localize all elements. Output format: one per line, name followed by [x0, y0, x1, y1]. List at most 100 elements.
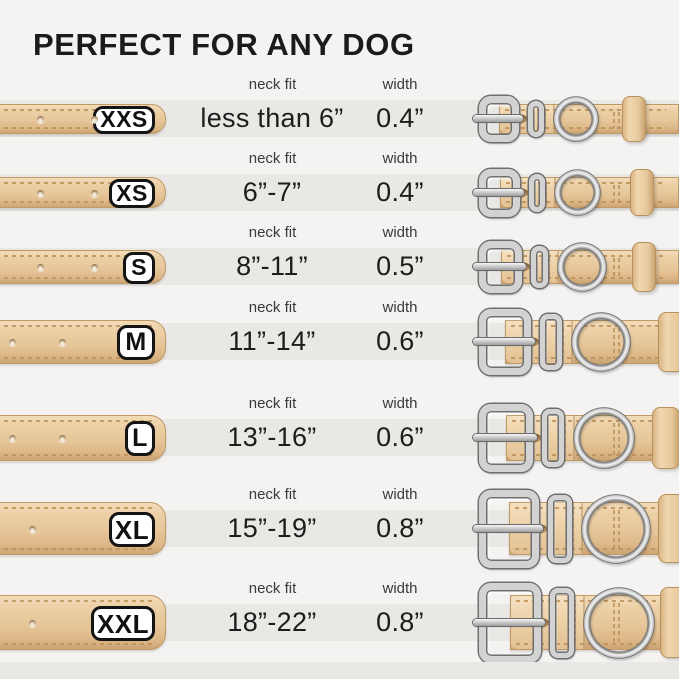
- collar-strap-left: XL: [0, 502, 166, 555]
- width-header: width: [382, 486, 418, 503]
- collar-row: neck fit width 13”-16” 0.6” L: [0, 393, 679, 523]
- width-value: 0.5”: [376, 251, 424, 281]
- stitch-line: [4, 324, 153, 327]
- width-header: width: [382, 150, 418, 167]
- collar-strap-left: XS: [0, 177, 166, 208]
- width-value: 0.8”: [376, 513, 424, 543]
- metal-keeper: [548, 494, 572, 563]
- width-header: width: [382, 580, 418, 597]
- size-badge: S: [123, 251, 155, 284]
- stitch-line: [4, 126, 153, 129]
- buckle-prong: [473, 115, 523, 122]
- stitch-line: [4, 201, 153, 203]
- collar-strap-left: L: [0, 414, 166, 461]
- collar-row: neck fit width less than 6” 0.4” XXS: [0, 74, 679, 204]
- metal-keeper: [528, 100, 544, 137]
- stitch-line: [618, 257, 620, 278]
- width-header: width: [382, 395, 418, 412]
- stitch-line: [613, 111, 615, 128]
- collar-row: neck fit width 15”-19” 0.8” XL: [0, 484, 679, 614]
- metal-keeper: [529, 173, 545, 212]
- metal-keeper: [542, 408, 564, 467]
- stitch-line: [545, 185, 547, 202]
- strap-hole: [29, 526, 36, 533]
- buckle-prong: [473, 434, 537, 441]
- neck-fit-value: 15”-19”: [227, 513, 317, 543]
- d-ring: [583, 586, 655, 659]
- leather-keeper: [658, 494, 679, 563]
- neck-fit-value: 6”-7”: [242, 177, 302, 207]
- collar-strap-left: XXS: [0, 103, 166, 134]
- metal-keeper: [531, 245, 548, 288]
- size-badge: XXL: [91, 606, 155, 641]
- size-badge: XL: [109, 512, 155, 547]
- page-title: PERFECT FOR ANY DOG: [33, 27, 415, 62]
- leather-keeper: [658, 311, 679, 372]
- strap-hole: [37, 116, 44, 123]
- strap-hole: [91, 116, 98, 123]
- width-value: 0.8”: [376, 607, 424, 637]
- d-ring: [557, 241, 607, 292]
- leather-keeper: [632, 241, 656, 292]
- neck-fit-header: neck fit: [248, 486, 297, 503]
- width-header: width: [382, 299, 418, 316]
- width-header: width: [382, 76, 418, 93]
- width-value: 0.4”: [376, 103, 424, 133]
- d-ring: [573, 406, 635, 469]
- d-ring: [553, 95, 599, 142]
- stitch-line: [4, 600, 153, 602]
- stitch-line: [618, 111, 620, 128]
- neck-fit-header: neck fit: [248, 299, 297, 316]
- strap-hole: [9, 435, 16, 442]
- neck-fit-value: 18”-22”: [227, 607, 317, 637]
- footer-band: [0, 662, 679, 679]
- stitch-line: [4, 108, 153, 111]
- leather-keeper: [630, 169, 654, 216]
- stitch-line: [4, 643, 153, 645]
- stitch-line: [613, 185, 615, 202]
- buckle-prong: [473, 619, 545, 626]
- neck-fit-header: neck fit: [248, 150, 297, 167]
- strap-hole: [91, 264, 98, 271]
- stitch-line: [572, 510, 574, 549]
- neck-fit-header: neck fit: [248, 580, 297, 597]
- stitch-line: [562, 327, 564, 358]
- strap-hole: [91, 190, 98, 197]
- size-badge: L: [125, 421, 155, 456]
- stitch-line: [4, 548, 153, 550]
- neck-fit-value: 13”-16”: [227, 422, 317, 452]
- stitch-line: [544, 111, 546, 128]
- stitch-line: [4, 276, 153, 279]
- stitch-line: [4, 507, 153, 509]
- buckle-prong: [473, 263, 526, 270]
- buckle-prong: [473, 525, 543, 532]
- collar-row: neck fit width 11”-14” 0.6” M: [0, 297, 679, 427]
- size-badge: XS: [109, 179, 155, 208]
- d-ring: [571, 311, 631, 372]
- stitch-line: [564, 422, 566, 455]
- width-header: width: [382, 224, 418, 241]
- buckle-prong: [473, 338, 535, 345]
- d-ring: [581, 493, 651, 564]
- metal-keeper: [540, 313, 562, 370]
- neck-fit-value: less than 6”: [200, 103, 344, 133]
- collar-row: neck fit width 6”-7” 0.4” XS: [0, 148, 679, 278]
- stitch-line: [574, 603, 576, 644]
- stitch-line: [613, 257, 615, 278]
- leather-keeper: [652, 406, 679, 469]
- strap-hole: [29, 620, 36, 627]
- neck-fit-header: neck fit: [248, 395, 297, 412]
- stitch-line: [4, 254, 153, 257]
- strap-hole: [9, 339, 16, 346]
- neck-fit-header: neck fit: [248, 76, 297, 93]
- neck-fit-value: 11”-14”: [228, 326, 316, 356]
- metal-keeper: [550, 587, 574, 658]
- collar-strap-left: M: [0, 319, 166, 364]
- collar-strap-left: S: [0, 249, 166, 284]
- stitch-line: [4, 182, 153, 184]
- leather-keeper: [660, 587, 679, 658]
- collar-row: neck fit width 18”-22” 0.8” XXL: [0, 578, 679, 679]
- size-badge: M: [117, 325, 155, 360]
- collar-strap-left: XXL: [0, 595, 166, 650]
